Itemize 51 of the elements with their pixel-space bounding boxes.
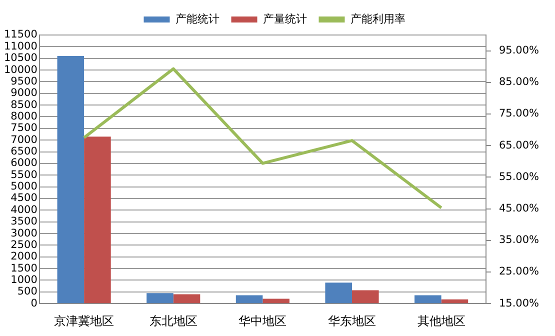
y-tick-label: 3500 bbox=[10, 216, 38, 228]
bar bbox=[146, 293, 174, 304]
y2-tick-label: 55.00% bbox=[498, 170, 540, 183]
y2-tick-label: 25.00% bbox=[498, 266, 540, 278]
bar bbox=[57, 56, 84, 304]
y2-tick-label: 45.00% bbox=[498, 202, 540, 215]
y-tick-label: 9500 bbox=[10, 75, 38, 88]
y-tick-label: 2000 bbox=[10, 250, 38, 263]
x-tick-label: 华东地区 bbox=[328, 314, 376, 328]
y-tick-label: 8000 bbox=[10, 110, 38, 122]
y-tick-label: 4000 bbox=[10, 204, 38, 216]
y-tick-label: 11000 bbox=[4, 40, 38, 52]
y-tick-label: 2500 bbox=[10, 238, 38, 251]
y2-tick-label: 75.00% bbox=[498, 108, 540, 120]
bar bbox=[325, 282, 352, 304]
y2-tick-label: 95.00% bbox=[498, 44, 540, 57]
x-tick-label: 其他地区 bbox=[417, 314, 466, 328]
y-tick-label: 4500 bbox=[10, 192, 38, 204]
bar bbox=[414, 295, 442, 304]
y-tick-label: 11500 bbox=[4, 28, 38, 41]
y-tick-label: 6000 bbox=[10, 157, 38, 170]
y-tick-label: 5000 bbox=[10, 180, 38, 193]
y-tick-label: 9000 bbox=[10, 87, 38, 100]
y2-tick-label: 85.00% bbox=[498, 76, 540, 88]
y2-tick-label: 15.00% bbox=[498, 297, 540, 310]
legend-label: 产量统计 bbox=[262, 12, 307, 26]
bar bbox=[262, 298, 290, 304]
y-tick-label: 6500 bbox=[10, 146, 38, 158]
bar bbox=[84, 136, 111, 304]
y-tick-label: 500 bbox=[17, 286, 38, 298]
bar bbox=[352, 290, 379, 304]
y-tick-label: 10000 bbox=[4, 64, 38, 76]
y2-tick-label: 35.00% bbox=[498, 234, 540, 246]
y-tick-label: 0 bbox=[30, 297, 38, 310]
legend-label: 产能利用率 bbox=[350, 12, 406, 26]
y-tick-label: 7000 bbox=[10, 134, 38, 146]
y-tick-label: 5500 bbox=[10, 168, 38, 181]
bar bbox=[173, 294, 200, 304]
legend-label: 产能统计 bbox=[175, 12, 220, 26]
x-tick-label: 京津冀地区 bbox=[54, 314, 114, 328]
y-tick-label: 10500 bbox=[4, 52, 38, 64]
bar bbox=[236, 295, 263, 304]
y-tick-label: 1500 bbox=[10, 262, 38, 274]
x-tick-label: 东北地区 bbox=[149, 314, 198, 328]
y-tick-label: 8500 bbox=[10, 98, 38, 111]
y-tick-label: 3000 bbox=[10, 227, 38, 240]
y-tick-label: 7500 bbox=[10, 122, 38, 134]
bar bbox=[441, 299, 468, 304]
x-tick-label: 华中地区 bbox=[238, 314, 287, 328]
y2-tick-label: 65.00% bbox=[498, 139, 540, 152]
y-tick-label: 1000 bbox=[10, 274, 38, 286]
